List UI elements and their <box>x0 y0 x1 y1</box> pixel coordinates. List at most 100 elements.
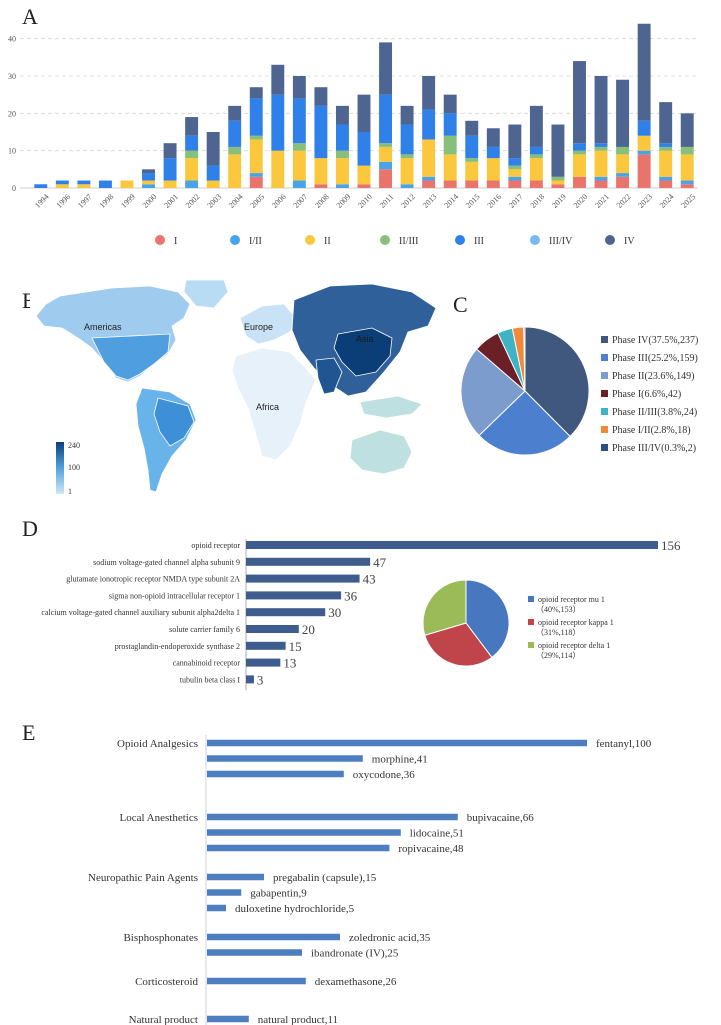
a-bar-2017-ii-iii <box>508 165 522 170</box>
a-bar-2018-ii-iii <box>529 154 543 159</box>
a-x-tick-label: 2007 <box>292 192 310 210</box>
e-bar-label: duloxetine hydrochloride,5 <box>235 903 355 915</box>
a-bar-2008-ii <box>314 158 328 185</box>
a-bar-2023-ii <box>637 135 651 151</box>
map-colorbar-mid: 100 <box>68 463 80 472</box>
d-bar-solute-carrier-family-6 <box>246 625 299 633</box>
a-legend-marker-i <box>155 235 165 245</box>
e-bar-zoledronic-acid-35 <box>207 933 340 941</box>
a-bar-2024-i <box>659 180 673 188</box>
c-legend-swatch-5 <box>601 426 608 433</box>
d-legend-swatch-0 <box>528 596 534 602</box>
c-legend-label-5: Phase I/II(2.8%,18) <box>612 425 691 436</box>
a-bar-2006-ii <box>271 150 285 188</box>
a-bar-2009-iii <box>335 124 349 151</box>
a-x-tick-label: 2021 <box>593 192 611 210</box>
a-bar-2015-iv <box>465 120 479 136</box>
a-bar-2017-ii <box>508 169 522 177</box>
a-bar-2008-i <box>314 184 328 188</box>
e-bar-label: gabapentin,9 <box>250 888 307 900</box>
a-bar-2011-i <box>379 169 393 188</box>
d-pie-slice-0 <box>465 579 510 659</box>
d-value-label: 13 <box>283 656 296 671</box>
d-bar-sigma-non-opioid-intracellular-receptor-1 <box>246 591 342 600</box>
a-y-tick-label: 10 <box>8 147 16 156</box>
map-region-china <box>333 327 393 377</box>
a-legend-label-ii: II <box>324 236 331 247</box>
a-bar-2014-ii <box>443 154 457 181</box>
d-legend-detail-0: （40%,153） <box>536 605 581 614</box>
map-label-europe: Europe <box>244 322 273 332</box>
a-bar-2017-iii <box>508 158 522 166</box>
d-category-label: calcium voltage-gated channel auxiliary … <box>41 608 240 617</box>
a-bar-2009-ii-iii <box>335 150 349 159</box>
a-bar-2024-ii-iii <box>659 146 673 151</box>
a-bar-2007-iv <box>292 76 306 99</box>
d-legend-detail-1: （31%,118） <box>536 628 580 637</box>
e-bar-label: natural product,11 <box>258 1014 338 1025</box>
c-legend-swatch-6 <box>601 444 608 451</box>
a-bar-2013-ii <box>422 139 436 177</box>
a-bar-2025-i-ii <box>680 180 694 185</box>
a-bar-2025-ii-iii <box>680 146 694 155</box>
a-bar-2017-iv <box>508 124 522 159</box>
d-category-label: glutamate ionotropic receptor NMDA type … <box>66 575 240 584</box>
a-bar-2002-iv <box>185 117 199 136</box>
a-x-tick-label: 2000 <box>141 192 159 210</box>
a-bar-2010-iii <box>357 132 371 166</box>
e-bar-label: ibandronate (IV),25 <box>311 948 399 960</box>
c-legend-label-6: Phase III/IV(0.3%,2) <box>612 443 696 454</box>
a-bar-2014-iii <box>443 113 457 136</box>
panel-d-horizontal-bar-chart: opioid receptor 156 sodium voltage-gated c… <box>41 538 681 691</box>
a-bar-2005-i <box>249 176 263 188</box>
a-bar-2018-ii <box>529 158 543 181</box>
a-bar-2002-ii-iii <box>185 150 199 159</box>
a-bar-2007-ii-iii <box>292 143 306 151</box>
a-legend-label-ii-iii: II/III <box>399 236 418 247</box>
a-bar-2020-iii <box>573 143 586 151</box>
d-value-label: 15 <box>289 639 302 654</box>
a-bar-2004-ii <box>228 154 242 188</box>
a-legend-marker-iv <box>605 235 615 245</box>
a-bar-2005-i-ii <box>249 173 263 177</box>
d-value-label: 3 <box>257 672 264 687</box>
e-group-label-natural-product: Natural product <box>129 1014 198 1025</box>
e-bar-natural-product-11 <box>207 1015 249 1023</box>
a-bar-2023-iv <box>637 23 651 121</box>
a-bar-2010-iv <box>357 94 371 132</box>
map-region-india <box>315 357 343 395</box>
a-legend-label-i-ii: I/II <box>249 236 262 247</box>
a-bar-2020-iv <box>573 61 586 144</box>
e-bar-label: lidocaine,51 <box>410 828 464 840</box>
a-bar-2000-iii <box>142 173 155 181</box>
panel-letter-d: D <box>22 516 38 541</box>
a-x-tick-label: 2017 <box>507 192 525 210</box>
a-bar-2017-i <box>508 180 522 188</box>
a-bar-2007-i-ii <box>292 180 306 188</box>
a-legend-marker-ii-iii <box>380 235 390 245</box>
a-bar-2023-i <box>637 154 651 188</box>
a-bar-2019-iv <box>551 124 565 177</box>
a-x-tick-label: 2025 <box>679 192 697 210</box>
a-bar-2005-iv <box>249 87 263 99</box>
a-bar-2011-ii-iii <box>379 143 393 147</box>
a-bar-2001-iii <box>163 158 177 181</box>
a-bar-2016-iv <box>486 128 500 147</box>
a-y-tick-label: 40 <box>8 35 16 44</box>
a-bar-1994-iii <box>34 184 48 188</box>
panel-a-legend: I I/II II II/III III III/IV IV <box>155 235 635 247</box>
d-legend-swatch-1 <box>528 619 534 625</box>
a-bar-2015-i <box>465 180 479 188</box>
a-x-tick-label: 1999 <box>119 192 137 210</box>
e-bar-ropivacaine-48 <box>207 844 390 852</box>
e-bar-label: dexamethasone,26 <box>315 976 397 988</box>
a-bar-2015-iii <box>465 135 479 159</box>
a-bar-2019-ii-iii <box>551 176 565 181</box>
a-legend-marker-iii-iv <box>530 235 540 245</box>
a-y-tick-label: 20 <box>8 109 16 118</box>
c-legend-swatch-0 <box>601 336 608 343</box>
a-bar-2006-iv <box>271 64 285 95</box>
e-bar-pregabalin-capsule-15 <box>207 873 264 881</box>
a-x-tick-label: 2005 <box>248 192 266 210</box>
